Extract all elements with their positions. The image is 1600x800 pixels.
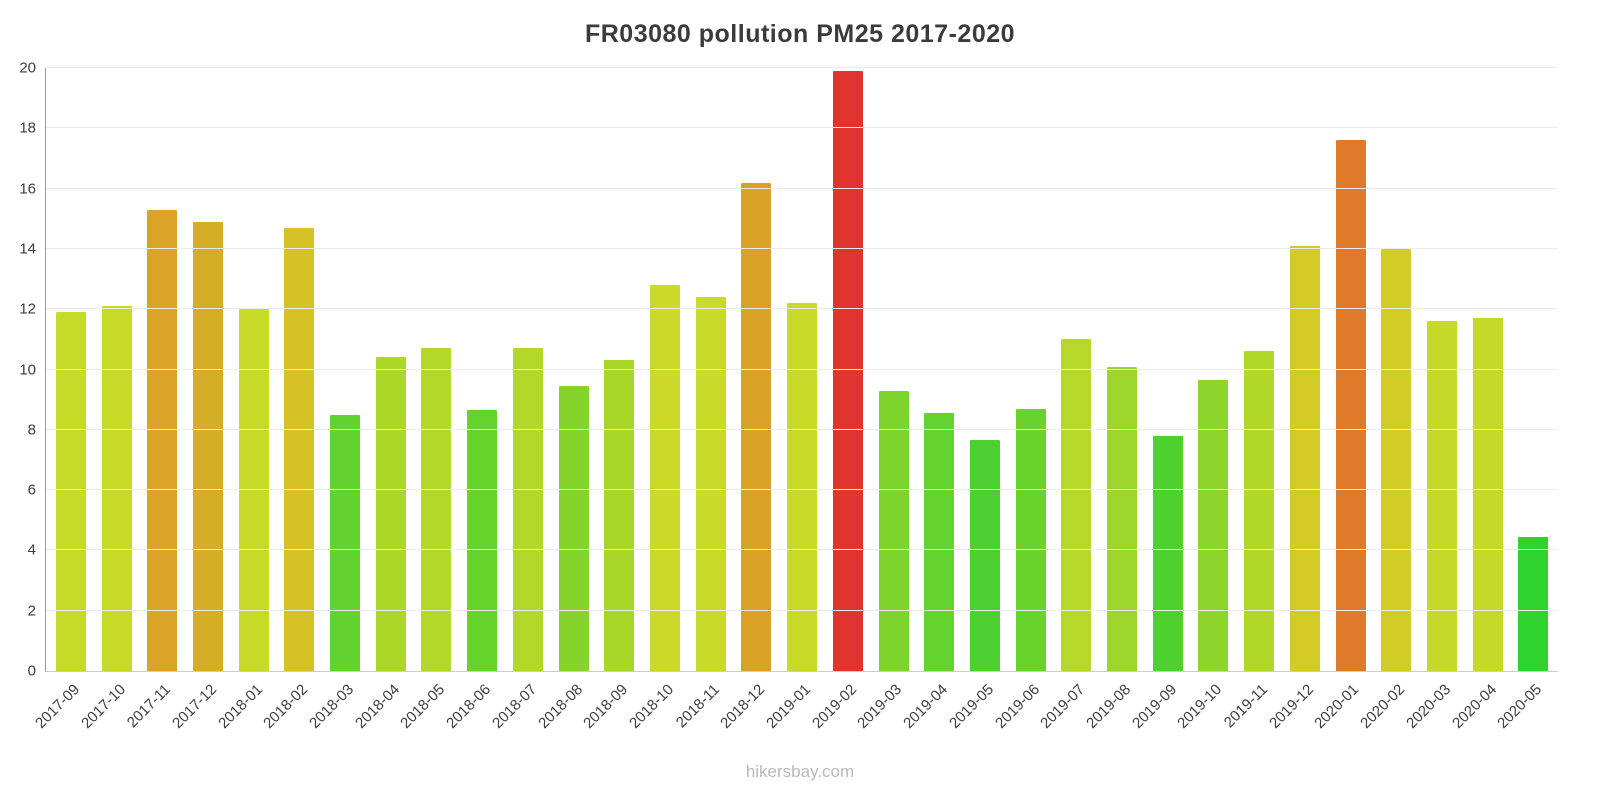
bar[interactable] <box>604 360 635 671</box>
bar[interactable] <box>1107 366 1138 671</box>
x-label-slot: 2020-05 <box>1494 671 1557 756</box>
bar-slot <box>1328 68 1374 671</box>
y-axis-tick-label: 2 <box>27 602 36 620</box>
bar-slot <box>414 68 460 671</box>
y-axis-tick-label: 0 <box>27 662 36 680</box>
bar[interactable] <box>741 182 772 671</box>
bar-slot <box>505 68 551 671</box>
y-axis-tick-label: 8 <box>27 421 36 439</box>
x-axis-tick-label: 2017-09 <box>31 681 83 732</box>
bar-slot <box>734 68 780 671</box>
gridline <box>46 609 1558 611</box>
bar[interactable] <box>1335 140 1366 671</box>
gridline <box>46 127 1558 129</box>
gridline <box>46 428 1558 430</box>
bar-slot <box>1008 68 1054 671</box>
bar[interactable] <box>1015 408 1046 671</box>
bar-slot <box>1511 68 1557 671</box>
bar[interactable] <box>649 285 680 671</box>
chart-title: FR03080 pollution PM25 2017-2020 <box>584 20 1016 48</box>
bar[interactable] <box>1198 380 1229 671</box>
bar[interactable] <box>512 348 543 671</box>
bar[interactable] <box>878 390 909 671</box>
bar-slot <box>779 68 825 671</box>
bar[interactable] <box>1061 339 1092 671</box>
bar-slot <box>642 68 688 671</box>
bar[interactable] <box>330 414 361 671</box>
y-axis-tick-label: 16 <box>19 180 36 198</box>
y-axis-tick-label: 10 <box>19 361 36 378</box>
bar-slot <box>1191 68 1237 671</box>
bar-slot <box>825 68 871 671</box>
y-axis-tick-label: 14 <box>19 240 36 258</box>
gridline <box>46 67 1558 68</box>
bar-slot <box>139 68 185 671</box>
bar-slot <box>1465 68 1511 671</box>
bar-slot <box>1099 68 1145 671</box>
gridline <box>46 489 1558 491</box>
bar-slot <box>1145 68 1191 671</box>
bar-slot <box>596 68 642 671</box>
bar-slot <box>871 68 917 671</box>
bar-slot <box>48 68 94 671</box>
gridline <box>46 247 1558 249</box>
bar[interactable] <box>1289 245 1320 671</box>
bar-slot <box>1053 68 1099 671</box>
y-axis-tick-label: 20 <box>19 59 36 77</box>
bar-slot <box>916 68 962 671</box>
bar[interactable] <box>832 71 863 671</box>
bar[interactable] <box>695 297 726 671</box>
bar[interactable] <box>192 221 223 671</box>
bar-slot <box>1373 68 1419 671</box>
bar-slot <box>688 68 734 671</box>
plot-area: 2017-09 2017-10 2017-11 2017-12 2018-01 2018-… <box>19 60 1558 732</box>
bar[interactable] <box>1518 536 1549 671</box>
y-axis-tick-label: 6 <box>27 481 36 499</box>
bar-slot <box>551 68 597 671</box>
bar[interactable] <box>558 386 589 671</box>
bars-container <box>46 68 1558 671</box>
x-axis-labels: 2017-09 2017-10 2017-11 2017-12 2018-01 2018-… <box>32 671 1558 756</box>
bar-slot <box>277 68 323 671</box>
bar[interactable] <box>787 303 818 671</box>
bar[interactable] <box>1244 351 1275 671</box>
bar[interactable] <box>55 312 86 671</box>
gridline <box>46 187 1558 189</box>
bar[interactable] <box>1426 321 1457 671</box>
bar-slot <box>231 68 277 671</box>
bar-slot <box>1282 68 1328 671</box>
bar-slot <box>368 68 414 671</box>
bar[interactable] <box>969 440 1000 671</box>
bar[interactable] <box>1381 248 1412 671</box>
bar[interactable] <box>1472 318 1503 671</box>
bar-slot <box>94 68 140 671</box>
bar-slot <box>1236 68 1282 671</box>
bar[interactable] <box>375 357 406 671</box>
bar-slot <box>322 68 368 671</box>
gridline <box>46 549 1558 551</box>
bar[interactable] <box>1152 435 1183 671</box>
bar[interactable] <box>284 227 315 671</box>
bar[interactable] <box>924 413 955 671</box>
y-axis-tick-label: 18 <box>19 119 36 137</box>
bar[interactable] <box>421 348 452 671</box>
y-axis-tick-label: 12 <box>19 300 36 318</box>
bar[interactable] <box>147 209 178 671</box>
gridline <box>46 368 1558 370</box>
bar-slot <box>459 68 505 671</box>
bar[interactable] <box>467 410 498 671</box>
gridline <box>46 308 1558 310</box>
bar-slot <box>1419 68 1465 671</box>
bar-slot <box>962 68 1008 671</box>
bar-slot <box>185 68 231 671</box>
watermark-text: hikersbay.com <box>745 762 855 781</box>
y-axis-tick-label: 4 <box>27 541 36 559</box>
